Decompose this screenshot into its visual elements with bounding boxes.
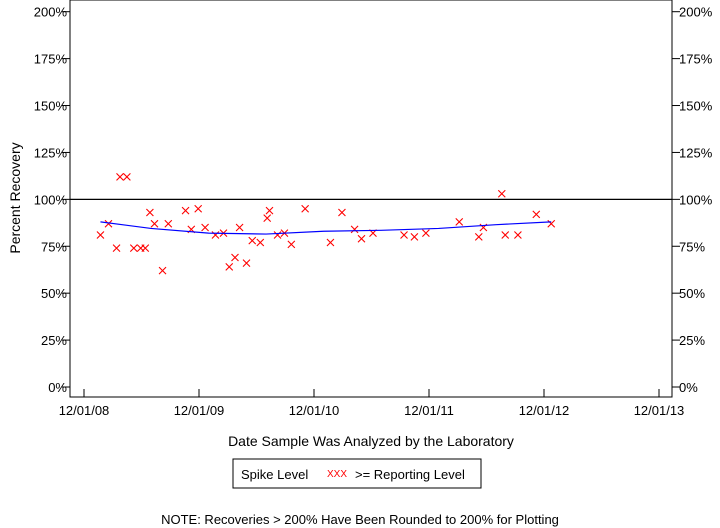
y-tick-label-left: 150% [34, 99, 68, 114]
y-tick-label-left: 200% [34, 5, 68, 20]
data-point-marker [273, 231, 282, 239]
data-point-marker [357, 234, 366, 243]
data-point-marker [532, 210, 541, 219]
legend: Spike Level XXX >= Reporting Level [232, 458, 482, 489]
trend-line [100, 221, 552, 235]
y-tick-label-left: 75% [41, 239, 67, 254]
data-point-marker [455, 217, 464, 226]
data-point-marker [141, 244, 150, 253]
data-point-marker [104, 219, 113, 228]
legend-spike-level: Spike Level [241, 467, 308, 482]
y-tick-label-left: 50% [41, 286, 67, 301]
data-point-marker [146, 208, 154, 217]
x-tick-label: 12/01/09 [174, 403, 225, 418]
data-point-marker [211, 231, 220, 239]
x-tick-label: 12/01/11 [404, 403, 454, 418]
plot-note: NOTE: Recoveries > 200% Have Been Rounde… [161, 512, 559, 527]
data-point-marker [338, 208, 346, 217]
y-tick-label-right: 125% [679, 145, 713, 160]
data-point-marker [497, 189, 506, 198]
data-point-marker [194, 204, 203, 213]
data-point-marker [150, 219, 159, 228]
legend-box [232, 458, 482, 489]
legend-reporting-marker: XXX [327, 469, 347, 480]
data-point-marker [181, 206, 190, 215]
y-tick-label-right: 25% [679, 333, 705, 348]
data-point-marker [123, 172, 131, 181]
y-tick-label-left: 125% [34, 145, 68, 160]
data-point-marker [400, 231, 408, 239]
y-tick-label-right: 75% [679, 239, 705, 254]
data-point-marker [164, 219, 173, 228]
y-tick-label-right: 0% [679, 380, 698, 395]
data-point-marker [116, 172, 124, 181]
y-tick-label-right: 150% [679, 99, 713, 114]
legend-reporting-level: >= Reporting Level [355, 467, 465, 482]
x-tick-label: 12/01/13 [634, 403, 685, 418]
data-point-marker [96, 231, 105, 239]
data-point-marker [158, 266, 167, 275]
y-tick-label-left: 0% [48, 380, 67, 395]
data-point-marker [231, 253, 239, 262]
data-point-marker [514, 231, 522, 239]
y-tick-label-left: 25% [41, 333, 67, 348]
data-point-marker [410, 232, 419, 241]
data-point-marker [301, 204, 310, 213]
data-point-marker [265, 206, 274, 215]
data-point-marker [225, 263, 234, 271]
data-point-marker [242, 259, 251, 268]
plot-frame [69, 0, 673, 398]
y-tick-label-right: 175% [679, 52, 713, 67]
data-point-marker [263, 214, 272, 223]
x-tick-label: 12/01/10 [289, 403, 340, 418]
data-point-marker [248, 236, 257, 245]
data-point-marker [256, 238, 265, 247]
x-tick-label: 12/01/12 [519, 403, 570, 418]
data-point-marker [474, 232, 483, 241]
y-tick-label-left: 100% [34, 192, 68, 207]
y-tick-label-right: 100% [679, 192, 713, 207]
y-tick-label-left: 175% [34, 52, 68, 67]
data-point-marker [112, 244, 121, 253]
data-point-marker [547, 219, 556, 228]
y-axis-title: Percent Recovery [7, 142, 23, 253]
data-point-marker [326, 238, 335, 247]
y-tick-label-right: 50% [679, 286, 705, 301]
data-point-marker [201, 223, 209, 232]
data-point-marker [501, 231, 510, 239]
x-axis-title: Date Sample Was Analyzed by the Laborato… [228, 433, 514, 449]
y-tick-label-right: 200% [679, 5, 713, 20]
x-tick-label: 12/01/08 [59, 403, 110, 418]
data-point-marker [422, 229, 430, 238]
data-point-marker [350, 225, 359, 234]
data-point-marker [129, 244, 138, 253]
data-point-marker [287, 240, 296, 249]
data-point-marker [235, 223, 244, 232]
